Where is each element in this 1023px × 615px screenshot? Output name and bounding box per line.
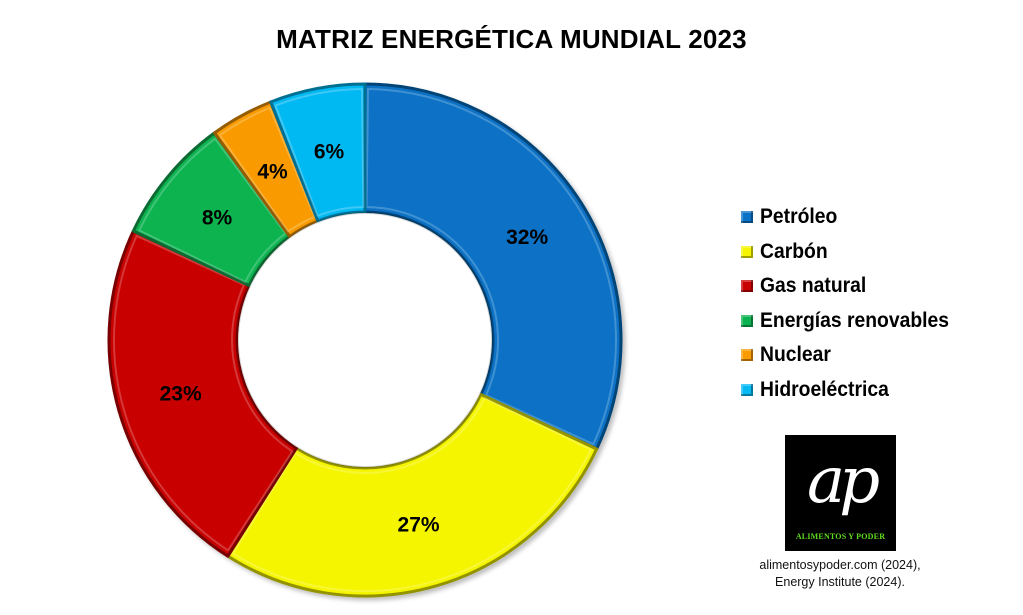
legend-swatch-icon [741,245,753,258]
source-line-1: alimentosypoder.com (2024), [759,558,921,572]
legend-swatch-icon [741,383,753,396]
legend-label: Gas natural [760,274,867,298]
logo-text: ALIMENTOS Y PODER [795,532,886,541]
source-line-2: Energy Institute (2024). [775,575,905,589]
legend-item-petroleo: Petróleo [741,200,965,235]
donut-slice-carbon [226,393,599,598]
legend-item-nuclear: Nuclear [741,338,965,373]
donut-slice-hidroelectrica [269,82,367,223]
slice-bevel [218,106,316,233]
data-label-petroleo: 32% [506,226,548,249]
legend-item-renovables: Energías renovables [741,304,965,339]
legend: Petróleo Carbón Gas natural Energías ren… [741,200,965,407]
legend-label: Hidroeléctrica [760,377,889,401]
slice-bevel [113,234,294,552]
donut-slice-gas-natural [107,229,298,558]
data-label-hidroelectrica: 6% [314,140,345,163]
legend-swatch-icon [741,349,753,362]
legend-item-gas-natural: Gas natural [741,269,965,304]
legend-label: Carbón [760,239,828,263]
alimentos-y-poder-logo: ap ALIMENTOS Y PODER [785,435,896,551]
data-label-renovables: 8% [202,207,233,230]
legend-item-carbon: Carbón [741,235,965,270]
slice-bevel [137,137,287,284]
donut-slice-petroleo [363,82,623,451]
logo-mark: ap [806,444,880,518]
slice-bevel [365,88,617,446]
slice-bevel [274,88,365,218]
legend-swatch-icon [741,314,753,327]
data-label-gas-natural: 23% [160,383,202,406]
chart-title: MATRIZ ENERGÉTICA MUNDIAL 2023 [276,24,747,54]
data-label-carbon: 27% [398,513,440,536]
legend-swatch-icon [741,211,753,224]
legend-swatch-icon [741,280,753,293]
data-label-nuclear: 4% [257,161,288,184]
donut-hole [237,212,493,468]
slice-bevel [231,396,593,592]
legend-label: Petróleo [760,205,838,229]
legend-item-hidroelectrica: Hidroeléctrica [741,373,965,408]
source-citation: alimentosypoder.com (2024), Energy Insti… [740,557,940,591]
legend-label: Energías renovables [760,308,950,332]
legend-label: Nuclear [760,343,831,367]
